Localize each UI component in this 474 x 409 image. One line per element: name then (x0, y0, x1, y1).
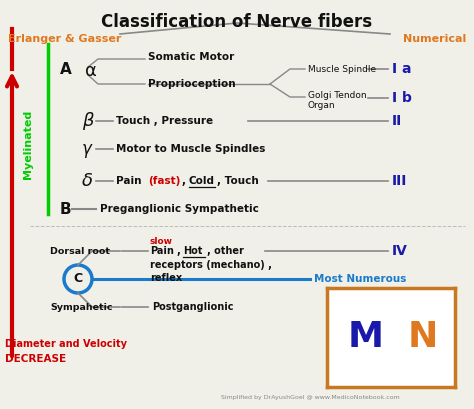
Text: DECREASE: DECREASE (5, 354, 66, 364)
Text: Hot: Hot (183, 246, 202, 256)
Text: Dorsal root: Dorsal root (50, 247, 110, 256)
Text: II: II (392, 114, 402, 128)
Text: Numerical: Numerical (403, 34, 466, 44)
Text: Muscle Spindle: Muscle Spindle (308, 65, 376, 74)
Text: Simplified by DrAyushGoel @ www.MedicoNotebook.com: Simplified by DrAyushGoel @ www.MedicoNo… (220, 395, 400, 400)
Text: B: B (60, 202, 72, 216)
Text: I b: I b (392, 91, 412, 105)
Text: Preganglionic Sympathetic: Preganglionic Sympathetic (100, 204, 259, 214)
Text: Somatic Motor: Somatic Motor (148, 52, 234, 62)
Text: Sympahetic: Sympahetic (50, 303, 112, 312)
Text: ,: , (176, 246, 180, 256)
Text: δ: δ (82, 172, 93, 190)
Text: Pain: Pain (150, 246, 174, 256)
Text: Motor to Muscle Spindles: Motor to Muscle Spindles (116, 144, 265, 154)
Text: , other: , other (207, 246, 244, 256)
Text: Most Numerous: Most Numerous (314, 274, 406, 284)
Text: III: III (392, 174, 407, 188)
Text: Myelinated: Myelinated (23, 109, 33, 179)
Text: receptors (mechano) ,: receptors (mechano) , (150, 260, 272, 270)
Text: Pain: Pain (116, 176, 145, 186)
Text: IV: IV (392, 244, 408, 258)
Text: I a: I a (392, 62, 411, 76)
Text: (fast): (fast) (148, 176, 181, 186)
Text: Cold: Cold (189, 176, 215, 186)
Text: β: β (82, 112, 93, 130)
Text: Classification of Nerve fibers: Classification of Nerve fibers (101, 13, 373, 31)
Text: Organ: Organ (308, 101, 336, 110)
Text: Golgi Tendon: Golgi Tendon (308, 90, 366, 99)
Text: , Touch: , Touch (217, 176, 259, 186)
Text: γ: γ (82, 140, 92, 158)
Text: α: α (85, 62, 97, 80)
Text: Diameter and Velocity: Diameter and Velocity (5, 339, 127, 349)
Text: slow: slow (150, 236, 173, 245)
Text: M: M (347, 320, 383, 355)
Text: Touch , Pressure: Touch , Pressure (116, 116, 213, 126)
Text: A: A (60, 61, 72, 76)
Text: Postganglionic: Postganglionic (152, 302, 234, 312)
Text: C: C (73, 272, 82, 285)
Text: Erlanger & Gasser: Erlanger & Gasser (8, 34, 121, 44)
Text: N: N (408, 320, 438, 355)
Text: Proprioception: Proprioception (148, 79, 236, 89)
Text: reflex: reflex (150, 273, 182, 283)
Text: ,: , (182, 176, 186, 186)
